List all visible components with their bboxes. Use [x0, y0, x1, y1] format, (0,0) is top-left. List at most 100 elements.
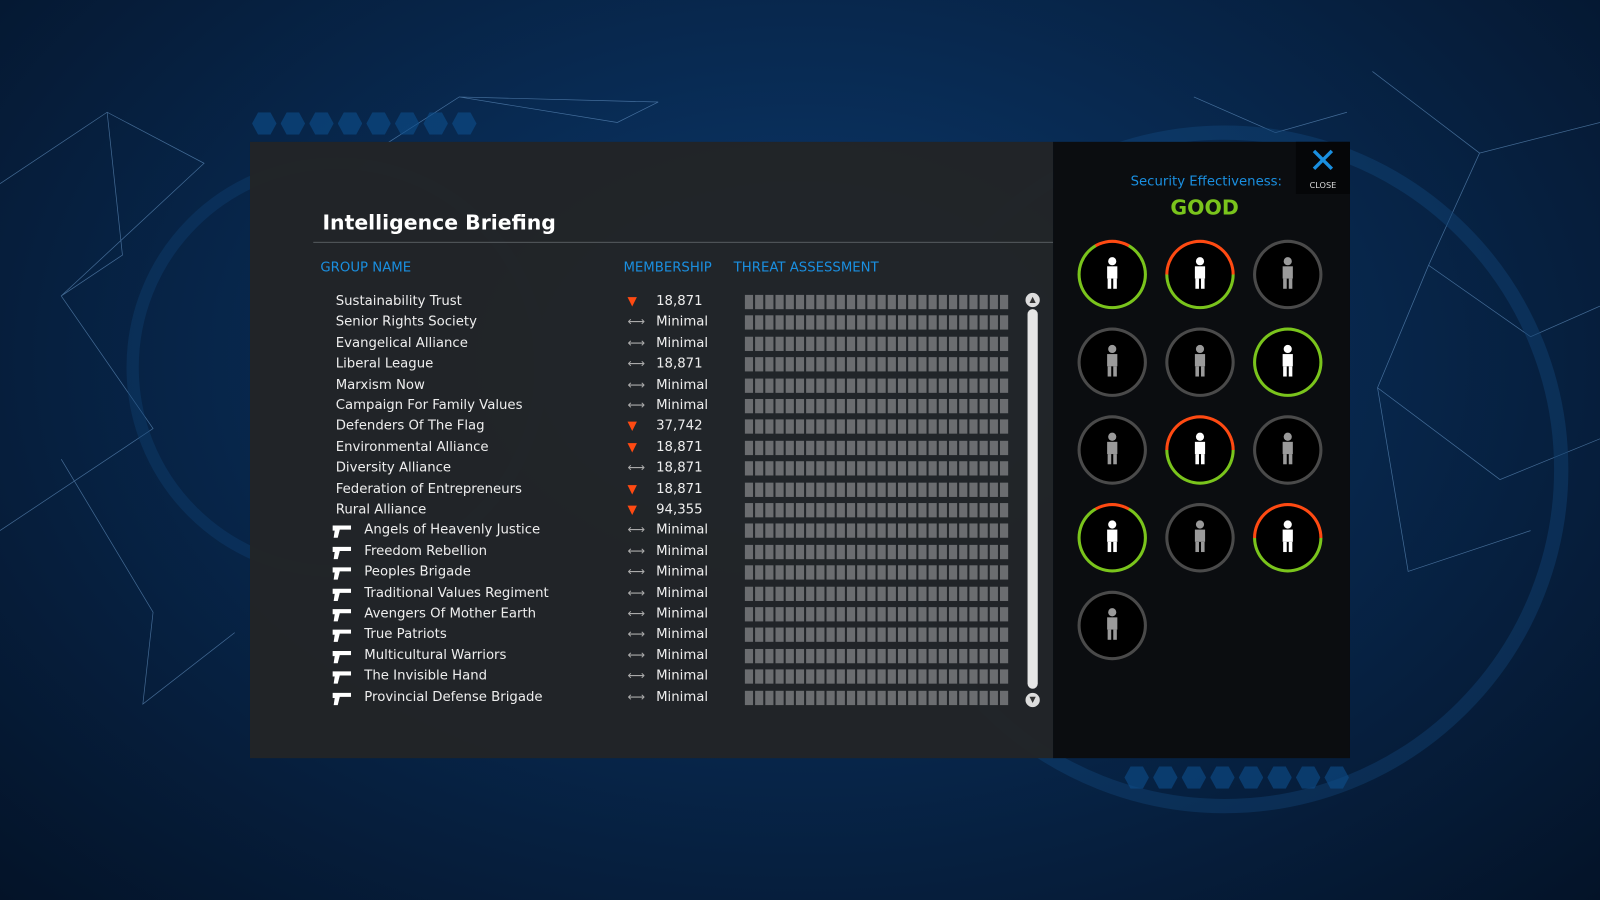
id-card-icon [1180, 340, 1221, 385]
pistol-icon [332, 670, 352, 684]
special-forces-icon [1267, 340, 1308, 385]
column-header-group-name[interactable]: GROUP NAME [320, 260, 412, 276]
threat-bar [744, 398, 1009, 414]
group-name: Federation of Entrepreneurs [335, 481, 522, 497]
table-row[interactable]: Sustainability Trust ▼ 18,871 [250, 292, 1053, 312]
scroll-down-button[interactable]: ▼ [1025, 692, 1040, 708]
policy-button[interactable] [1077, 327, 1147, 397]
lethal-injection-icon [1092, 515, 1133, 560]
trend-stable-icon: ⟷ [627, 689, 646, 704]
table-row[interactable]: Liberal League ⟷ 18,871 [250, 354, 1053, 374]
threat-bar [744, 690, 1009, 705]
table-row[interactable]: Evangelical Alliance ⟷ Minimal [250, 333, 1053, 353]
policy-button[interactable] [1077, 503, 1147, 573]
threat-bar [744, 586, 1009, 601]
close-button[interactable]: ✕ CLOSE [1295, 141, 1350, 194]
policy-button[interactable] [1253, 503, 1323, 573]
trend-stable-icon: ⟷ [627, 606, 646, 621]
table-row[interactable]: Environmental Alliance ▼ 18,871 [250, 438, 1053, 458]
pistol-icon [332, 690, 352, 705]
taser-icon [1267, 515, 1308, 560]
membership-value: Minimal [656, 585, 709, 601]
table-row[interactable]: Marxism Now ⟷ Minimal [250, 375, 1053, 395]
table-row[interactable]: Peoples Brigade ⟷ Minimal [250, 562, 1053, 582]
table-row[interactable]: Defenders Of The Flag ▼ 37,742 [250, 417, 1053, 437]
trend-stable-icon: ⟷ [627, 314, 646, 329]
table-row[interactable]: Campaign For Family Values ⟷ Minimal [250, 396, 1053, 416]
trend-stable-icon: ⟷ [627, 564, 646, 579]
membership-value: Minimal [656, 668, 709, 684]
group-name: Avengers Of Mother Earth [364, 606, 537, 622]
scrollbar[interactable]: ▲ ▼ [1025, 292, 1040, 708]
table-row[interactable]: Provincial Defense Brigade ⟷ Minimal [250, 687, 1053, 707]
threat-bar [744, 440, 1009, 455]
table-row[interactable]: Senior Rights Society ⟷ Minimal [250, 313, 1053, 333]
trend-down-icon: ▼ [627, 418, 637, 434]
trend-stable-icon: ⟷ [627, 460, 646, 475]
threat-bar [744, 648, 1009, 664]
table-row[interactable]: Traditional Values Regiment ⟷ Minimal [250, 583, 1053, 603]
close-label: CLOSE [1309, 180, 1337, 190]
scrollbar-thumb[interactable] [1027, 309, 1038, 689]
group-name: Provincial Defense Brigade [364, 689, 543, 705]
threat-bar [744, 357, 1009, 372]
threat-bar [744, 294, 1009, 310]
prison-icon [1092, 340, 1133, 385]
policy-button[interactable] [1253, 239, 1323, 310]
pistol-icon [332, 628, 352, 643]
policy-button[interactable] [1165, 503, 1235, 573]
security-effectiveness-label: Security Effectiveness: [1130, 174, 1283, 190]
membership-value: 37,742 [656, 418, 703, 435]
scroll-up-button[interactable]: ▲ [1025, 292, 1040, 308]
intelligence-briefing-panel: Intelligence Briefing GROUP NAME MEMBERS… [249, 141, 1054, 759]
group-name: Multicultural Warriors [364, 647, 507, 664]
table-row[interactable]: Freedom Rebellion ⟷ Minimal [250, 542, 1053, 562]
table-row[interactable]: Diversity Alliance ⟷ 18,871 [250, 458, 1053, 478]
trend-stable-icon: ⟷ [627, 543, 646, 558]
group-name: Campaign For Family Values [335, 397, 523, 414]
membership-value: Minimal [656, 606, 709, 622]
trend-down-icon: ▼ [627, 293, 637, 309]
policy-button[interactable] [1165, 327, 1235, 397]
pistol-icon [332, 545, 352, 559]
membership-value: Minimal [656, 543, 709, 559]
group-name: The Invisible Hand [364, 668, 488, 684]
table-row[interactable]: Federation of Entrepreneurs ▼ 18,871 [250, 479, 1053, 499]
policy-button[interactable] [1077, 415, 1147, 485]
trend-stable-icon: ⟷ [627, 377, 646, 392]
surveillance-camera-icon [1180, 252, 1221, 297]
table-row[interactable]: Avengers Of Mother Earth ⟷ Minimal [250, 604, 1053, 624]
pistol-icon [332, 524, 352, 539]
hex-decoration [1124, 766, 1349, 789]
membership-value: 18,871 [656, 439, 703, 455]
column-header-membership[interactable]: MEMBERSHIP [623, 260, 712, 276]
table-row[interactable]: Angels of Heavenly Justice ⟷ Minimal [250, 521, 1053, 541]
threat-bar [744, 627, 1009, 643]
membership-value: 18,871 [656, 460, 703, 476]
policy-button[interactable] [1077, 590, 1147, 661]
policy-button[interactable] [1253, 327, 1323, 397]
group-name: Rural Alliance [335, 502, 427, 518]
table-row[interactable]: The Invisible Hand ⟷ Minimal [250, 667, 1053, 687]
membership-value: Minimal [656, 377, 709, 393]
pistol-icon [332, 649, 352, 664]
table-row[interactable]: Rural Alliance ▼ 94,355 [250, 500, 1053, 520]
group-name: Sustainability Trust [335, 293, 462, 310]
group-name: Defenders Of The Flag [335, 418, 485, 435]
group-name: Freedom Rebellion [364, 543, 488, 559]
table-row[interactable]: Multicultural Warriors ⟷ Minimal [250, 646, 1053, 666]
group-name: Marxism Now [335, 377, 425, 393]
policy-button[interactable] [1165, 239, 1235, 310]
membership-value: Minimal [656, 626, 709, 643]
policy-button[interactable] [1253, 415, 1323, 485]
membership-value: Minimal [656, 335, 709, 351]
column-header-threat[interactable]: THREAT ASSESSMENT [733, 260, 879, 276]
threat-bar [744, 523, 1009, 539]
policy-button[interactable] [1077, 239, 1147, 310]
trend-stable-icon: ⟷ [627, 335, 646, 350]
pistol-icon [332, 586, 352, 601]
group-name: Liberal League [335, 356, 434, 372]
policy-button[interactable] [1165, 415, 1235, 485]
table-row[interactable]: True Patriots ⟷ Minimal [250, 625, 1053, 645]
threat-bar [744, 669, 1009, 684]
